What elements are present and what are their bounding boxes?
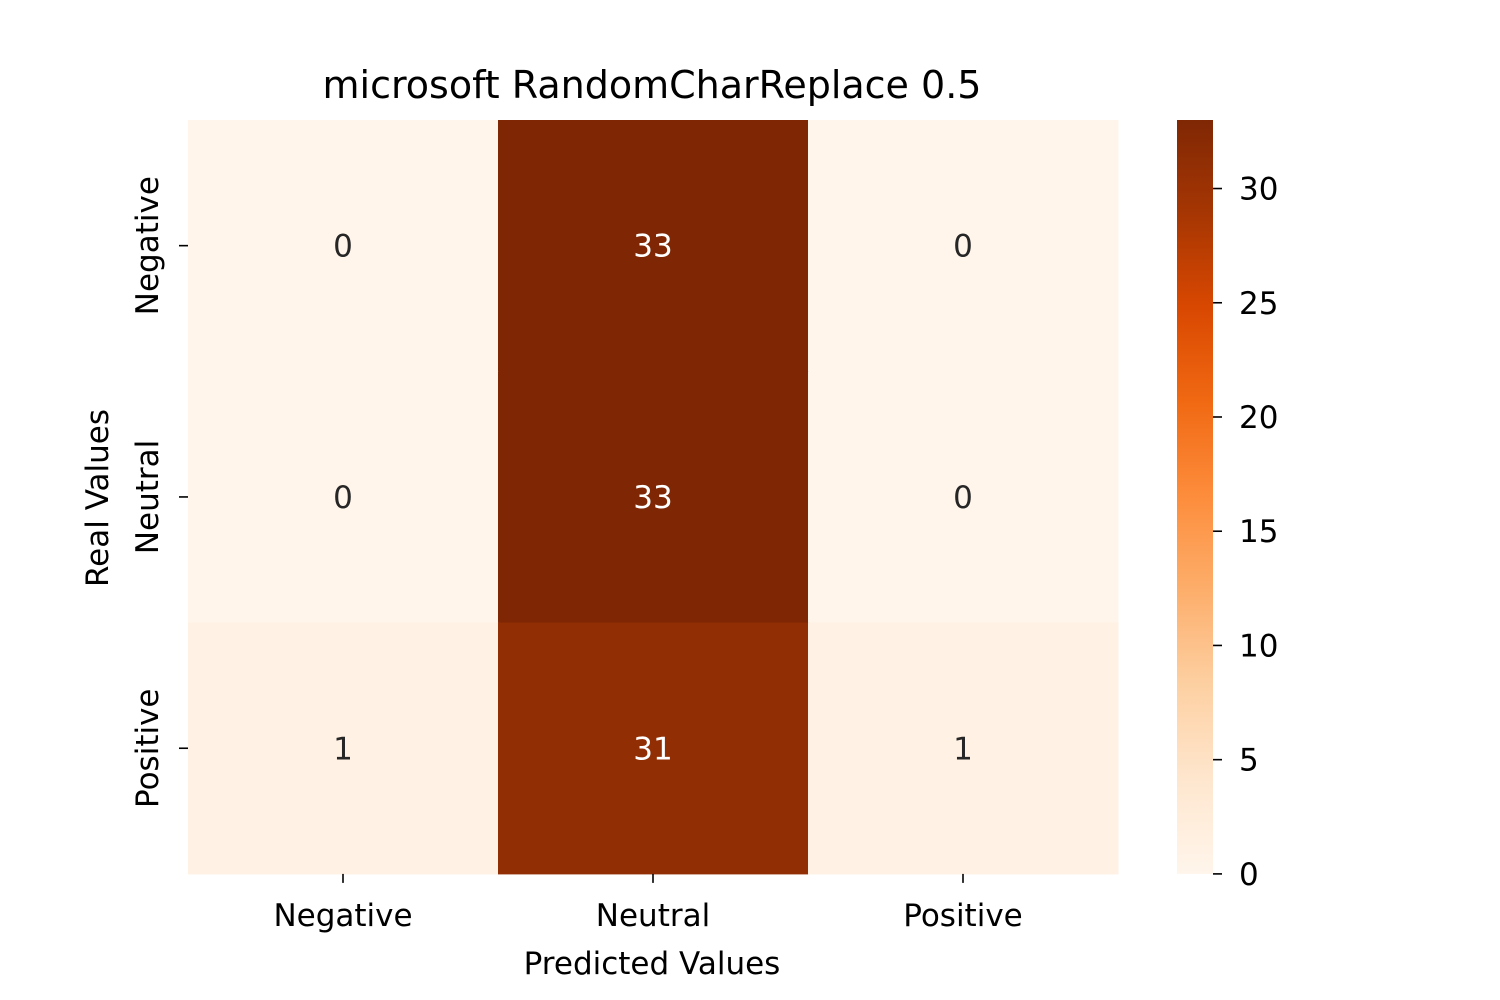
heatmap-cell xyxy=(188,120,499,372)
heatmap-cell-value: 33 xyxy=(633,229,672,265)
heatmap-cell-value: 1 xyxy=(953,731,973,767)
heatmap-cell xyxy=(498,120,809,372)
heatmap-cell xyxy=(808,371,1119,624)
y-axis: Negative Neutral Positive xyxy=(130,176,188,808)
heatmap-cell-value: 0 xyxy=(333,229,353,265)
heatmap-cell-value: 1 xyxy=(333,731,353,767)
chart-title: microsoft RandomCharReplace 0.5 xyxy=(323,63,982,107)
y-tick-label: Neutral xyxy=(130,440,166,554)
x-tick-label: Positive xyxy=(903,898,1023,934)
heatmap-cell-value: 31 xyxy=(633,731,672,767)
heatmap-cell xyxy=(188,371,499,624)
y-axis-label: Real Values xyxy=(80,409,116,587)
colorbar-tick-label: 20 xyxy=(1239,400,1278,436)
x-tick-label: Neutral xyxy=(596,898,710,934)
colorbar-tick-label: 10 xyxy=(1239,628,1278,664)
heatmap-cell-value: 0 xyxy=(953,229,973,265)
colorbar: 0 5 10 15 20 25 30 xyxy=(1177,120,1278,893)
colorbar-tick-label: 30 xyxy=(1239,172,1278,208)
heatmap-cell xyxy=(498,622,809,875)
y-tick-label: Negative xyxy=(130,176,166,315)
y-tick-label: Positive xyxy=(130,688,166,808)
heatmap-cell xyxy=(808,622,1119,875)
colorbar-tick-label: 5 xyxy=(1239,743,1259,779)
colorbar-gradient xyxy=(1177,120,1213,874)
heatmap-cell xyxy=(498,371,809,624)
heatmap-cell-value: 0 xyxy=(953,480,973,516)
x-axis-label: Predicted Values xyxy=(524,946,781,982)
x-axis: Negative Neutral Positive xyxy=(273,873,1023,934)
x-tick-label: Negative xyxy=(273,898,412,934)
heatmap-cell xyxy=(188,622,499,875)
colorbar-tick-label: 25 xyxy=(1239,286,1278,322)
colorbar-tick-label: 0 xyxy=(1239,857,1259,893)
heatmap-cells xyxy=(188,120,1119,875)
heatmap-cell-labels: 0 33 0 0 33 0 1 31 1 xyxy=(333,229,973,768)
heatmap-cell-value: 33 xyxy=(633,480,672,516)
colorbar-tick-label: 15 xyxy=(1239,514,1278,550)
heatmap-cell xyxy=(808,120,1119,372)
heatmap-cell-value: 0 xyxy=(333,480,353,516)
